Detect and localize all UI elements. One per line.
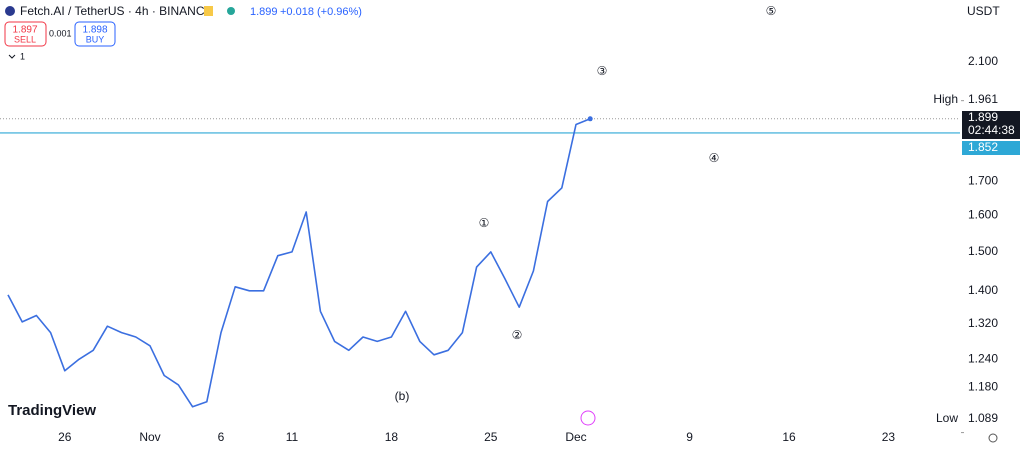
header-change: +0.018 (+0.96%)	[280, 6, 362, 18]
collapse-icon[interactable]	[8, 54, 16, 59]
high-value: 1.961	[968, 92, 998, 106]
y-tick-label: 1.500	[968, 244, 998, 258]
y-tick-label: 1.600	[968, 208, 998, 222]
sell-price[interactable]: 1.897	[12, 25, 37, 36]
settings-icon[interactable]	[988, 433, 998, 443]
x-tick-label: 16	[782, 430, 796, 444]
last-price-value: 1.899	[968, 110, 998, 124]
y-tick-label: 2.100	[968, 54, 998, 68]
x-tick-label: 9	[686, 430, 693, 444]
wave-label: ②	[512, 328, 523, 342]
x-tick-label: Dec	[565, 430, 586, 444]
high-label: High	[933, 92, 958, 106]
header-price: 1.899	[250, 6, 278, 18]
flag-icon[interactable]	[204, 6, 213, 16]
symbol-title: Fetch.AI / TetherUS · 4h · BINANCE	[20, 4, 213, 18]
low-value: 1.089	[968, 411, 998, 425]
last-point	[587, 116, 593, 122]
symbol-logo	[5, 6, 15, 16]
y-tick-label: 1.700	[968, 173, 998, 187]
buy-label[interactable]: BUY	[86, 34, 105, 44]
x-tick-label: 25	[484, 430, 498, 444]
last-price-box	[962, 111, 1020, 139]
y-tick-label: 1.180	[968, 379, 998, 393]
buy-button[interactable]: 1.898 BUY	[74, 21, 116, 47]
buy-price[interactable]: 1.898	[82, 25, 107, 36]
status-dot	[227, 7, 235, 15]
alert-box	[962, 141, 1020, 155]
x-tick-label: 23	[882, 430, 896, 444]
sell-box[interactable]	[4, 21, 47, 47]
wave-label: (b)	[395, 389, 410, 403]
x-tick-label: 26	[58, 430, 72, 444]
currency-box[interactable]	[962, 2, 1020, 22]
y-tick-label: 1.320	[968, 316, 998, 330]
x-tick-label: 6	[218, 430, 225, 444]
brand: TradingView	[8, 402, 96, 419]
alert-value: 1.852	[968, 140, 998, 154]
wave-label: ①	[479, 216, 490, 230]
sell-button[interactable]: 1.897 SELL	[4, 21, 47, 47]
countdown: 02:44:38	[968, 123, 1015, 137]
event-icon[interactable]	[580, 410, 596, 426]
x-tick-label: Nov	[139, 430, 160, 444]
low-label: Low	[936, 411, 958, 425]
y-tick-label: 1.240	[968, 351, 998, 365]
y-tick-label: 1.400	[968, 283, 998, 297]
currency[interactable]: USDT	[967, 4, 1000, 18]
indicator-count[interactable]: 1	[20, 51, 25, 61]
sell-label[interactable]: SELL	[14, 34, 36, 44]
buy-box[interactable]	[74, 21, 116, 47]
wave-label: ③	[597, 64, 608, 78]
x-tick-label: 18	[385, 430, 399, 444]
price-line	[7, 118, 591, 408]
wave-label: ④	[709, 151, 720, 165]
spread: 0.001	[49, 28, 72, 38]
x-tick-label: 11	[286, 430, 299, 444]
wave-label: ⑤	[766, 4, 777, 18]
